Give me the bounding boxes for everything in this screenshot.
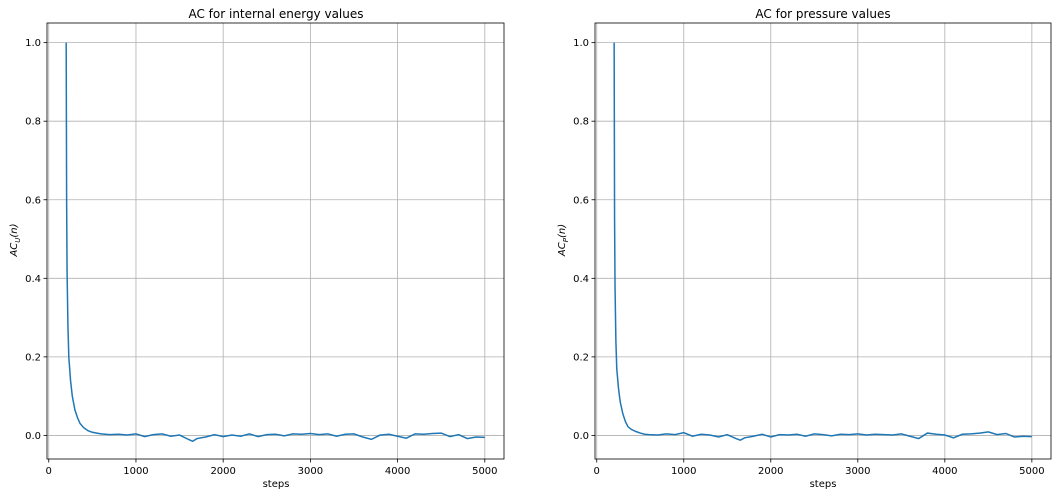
y-tick-label: 0.2 (573, 352, 589, 363)
x-axis-ticks: 0 1000 2000 3000 4000 5000 (594, 459, 1045, 477)
y-axis-label-sub: U (14, 238, 22, 243)
grid (595, 23, 1051, 459)
y-tick-label: 1.0 (573, 38, 589, 49)
y-axis-label-main: AC (557, 242, 568, 257)
x-tick-label: 4000 (932, 466, 957, 477)
chart-title: AC for pressure values (755, 7, 890, 21)
y-tick-label: 0.4 (573, 274, 589, 285)
y-tick-label: 0.6 (573, 195, 589, 206)
y-tick-label: 0.0 (25, 431, 41, 442)
x-tick-label: 4000 (385, 466, 410, 477)
series-line (613, 42, 1032, 441)
x-tick-label: 2000 (758, 466, 783, 477)
y-axis-ticks: 0.0 0.2 0.4 0.6 0.8 1.0 (25, 38, 47, 442)
y-tick-label: 0.8 (25, 117, 41, 128)
axes-frame (46, 22, 505, 460)
y-axis-label-rest: (n) (557, 224, 568, 238)
y-tick-label: 1.0 (25, 38, 41, 49)
y-tick-label: 0.0 (573, 431, 589, 442)
chart-pressure: AC for pressure values 0 1000 2000 3000 4000… (557, 7, 1052, 490)
y-tick-label: 0.2 (25, 352, 41, 363)
series-line (65, 42, 485, 443)
y-tick-label: 0.8 (573, 117, 589, 128)
y-tick-label: 0.6 (25, 195, 41, 206)
axes-frame (594, 22, 1052, 460)
y-axis-ticks: 0.0 0.2 0.4 0.6 0.8 1.0 (573, 38, 595, 442)
x-tick-label: 2000 (210, 466, 235, 477)
y-axis-label-main: AC (9, 243, 20, 258)
x-axis-label: steps (810, 479, 837, 490)
x-axis-label: steps (263, 479, 290, 490)
x-axis-ticks: 0 1000 2000 3000 4000 5000 (46, 459, 498, 477)
x-tick-label: 1000 (123, 466, 148, 477)
grid (47, 23, 504, 459)
chart-title: AC for internal energy values (188, 7, 363, 21)
y-axis-label-sub: P (562, 237, 570, 242)
x-tick-label: 5000 (1019, 466, 1044, 477)
x-tick-label: 0 (594, 466, 600, 477)
y-axis-label: ACU(n) (9, 223, 22, 257)
y-axis-label: ACP(n) (557, 224, 570, 257)
x-tick-label: 1000 (671, 466, 696, 477)
y-tick-label: 0.4 (25, 274, 41, 285)
y-axis-label-rest: (n) (9, 223, 20, 237)
x-tick-label: 0 (46, 466, 52, 477)
x-tick-label: 3000 (298, 466, 323, 477)
x-tick-label: 5000 (472, 466, 497, 477)
chart-internal-energy: AC for internal energy values 0 1000 2000 3… (9, 7, 505, 490)
x-tick-label: 3000 (845, 466, 870, 477)
